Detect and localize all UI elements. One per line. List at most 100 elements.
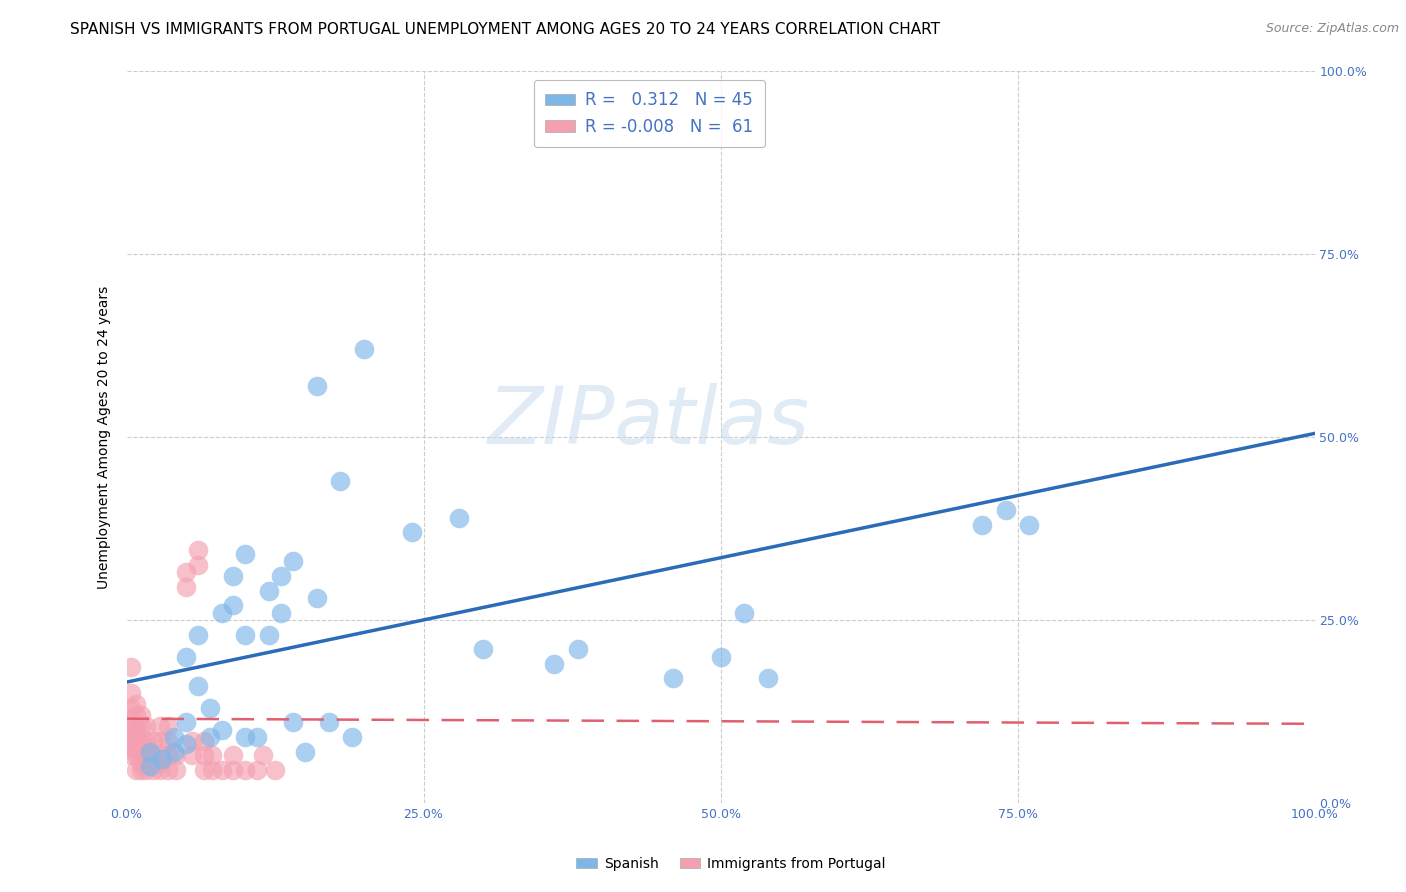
Point	[163, 745, 186, 759]
Point	[222, 599, 245, 613]
Point	[294, 745, 316, 759]
Point	[135, 763, 157, 777]
Point	[305, 591, 328, 605]
Point	[129, 748, 152, 763]
Point	[150, 752, 173, 766]
Point	[149, 748, 172, 763]
Point	[201, 748, 224, 763]
Point	[129, 733, 152, 747]
Point	[252, 748, 274, 763]
Point	[198, 730, 221, 744]
Point	[125, 748, 148, 763]
Point	[318, 715, 340, 730]
Point	[1018, 517, 1040, 532]
Point	[193, 763, 215, 777]
Point	[120, 748, 142, 763]
Point	[174, 715, 197, 730]
Point	[211, 606, 233, 620]
Point	[233, 547, 256, 561]
Point	[165, 748, 187, 763]
Point	[180, 733, 202, 747]
Point	[211, 763, 233, 777]
Y-axis label: Unemployment Among Ages 20 to 24 years: Unemployment Among Ages 20 to 24 years	[97, 285, 111, 589]
Point	[264, 763, 287, 777]
Point	[180, 748, 202, 763]
Point	[187, 679, 209, 693]
Point	[135, 733, 157, 747]
Point	[120, 700, 142, 714]
Point	[120, 712, 142, 726]
Point	[733, 606, 755, 620]
Point	[129, 763, 152, 777]
Point	[329, 474, 352, 488]
Legend: Spanish, Immigrants from Portugal: Spanish, Immigrants from Portugal	[571, 851, 891, 876]
Point	[193, 748, 215, 763]
Point	[174, 566, 197, 580]
Point	[142, 763, 165, 777]
Point	[174, 580, 197, 594]
Point	[970, 517, 993, 532]
Point	[187, 558, 209, 573]
Point	[157, 733, 180, 747]
Point	[129, 719, 152, 733]
Point	[211, 723, 233, 737]
Point	[222, 569, 245, 583]
Point	[281, 715, 304, 730]
Point	[125, 763, 148, 777]
Point	[120, 719, 142, 733]
Point	[342, 730, 364, 744]
Point	[174, 649, 197, 664]
Point	[120, 686, 142, 700]
Point	[270, 569, 292, 583]
Point	[756, 672, 779, 686]
Point	[163, 730, 186, 744]
Point	[120, 740, 142, 755]
Point	[120, 660, 142, 674]
Point	[201, 763, 224, 777]
Point	[305, 379, 328, 393]
Point	[125, 740, 148, 755]
Text: Source: ZipAtlas.com: Source: ZipAtlas.com	[1265, 22, 1399, 36]
Point	[125, 697, 148, 711]
Point	[233, 763, 256, 777]
Point	[662, 672, 685, 686]
Text: SPANISH VS IMMIGRANTS FROM PORTUGAL UNEMPLOYMENT AMONG AGES 20 TO 24 YEARS CORRE: SPANISH VS IMMIGRANTS FROM PORTUGAL UNEM…	[70, 22, 941, 37]
Point	[129, 708, 152, 723]
Point	[142, 733, 165, 747]
Point	[246, 763, 269, 777]
Point	[449, 510, 471, 524]
Point	[135, 719, 157, 733]
Point	[567, 642, 589, 657]
Point	[257, 627, 280, 641]
Point	[246, 730, 269, 744]
Text: ZIPatlas: ZIPatlas	[488, 384, 810, 461]
Point	[353, 343, 375, 357]
Point	[257, 583, 280, 598]
Point	[174, 737, 197, 751]
Point	[994, 503, 1017, 517]
Point	[135, 748, 157, 763]
Point	[149, 719, 172, 733]
Point	[222, 763, 245, 777]
Point	[125, 719, 148, 733]
Point	[125, 726, 148, 740]
Point	[149, 756, 172, 770]
Point	[135, 756, 157, 770]
Point	[401, 525, 423, 540]
Point	[142, 748, 165, 763]
Point	[157, 763, 180, 777]
Point	[193, 733, 215, 747]
Point	[198, 700, 221, 714]
Point	[149, 763, 172, 777]
Point	[472, 642, 495, 657]
Point	[187, 627, 209, 641]
Legend: R =   0.312   N = 45, R = -0.008   N =  61: R = 0.312 N = 45, R = -0.008 N = 61	[533, 79, 765, 147]
Point	[139, 745, 162, 759]
Point	[120, 733, 142, 747]
Point	[709, 649, 731, 664]
Point	[187, 543, 209, 558]
Point	[281, 554, 304, 568]
Point	[149, 733, 172, 747]
Point	[165, 763, 187, 777]
Point	[125, 733, 148, 747]
